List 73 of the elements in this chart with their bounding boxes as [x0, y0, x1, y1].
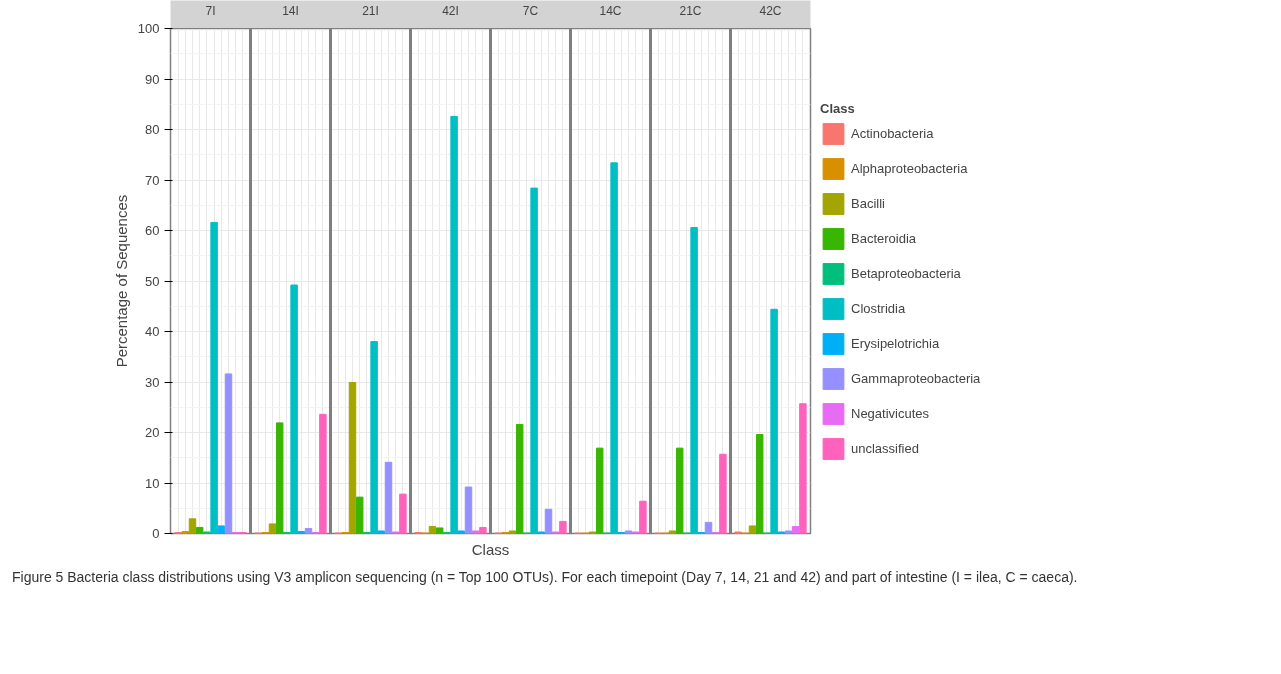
bar — [268, 523, 277, 534]
bar — [457, 530, 466, 534]
y-axis-title: Percentage of Sequences — [112, 194, 130, 368]
x-tick-label: 21I — [362, 3, 379, 18]
x-tick-label: 14I — [282, 3, 299, 18]
bar — [559, 520, 567, 534]
y-tick-label: 30 — [145, 374, 160, 390]
bar — [515, 423, 524, 534]
bar — [799, 403, 807, 534]
y-tick-label: 40 — [145, 324, 160, 339]
caption: Figure 5 Bacteria class distributions using V3 amplicon sequencing (n = Top 100 OTUs). For each timepoint (Day 7, 14, 21 and 42) and part of intestine (I = ilea, C = caeca). — [12, 568, 1078, 587]
bar — [770, 308, 778, 534]
bar — [435, 527, 444, 534]
x-tick-label: 7C — [522, 3, 539, 18]
y-tick-label: 80 — [145, 122, 160, 137]
bar — [690, 226, 698, 534]
y-tick-label: 90 — [145, 71, 160, 87]
legend-label: Bacteroidia — [851, 230, 917, 246]
y-tick-label: 0 — [152, 526, 160, 541]
bar — [450, 115, 458, 534]
bar — [348, 382, 357, 534]
y-tick-label: 50 — [145, 273, 160, 289]
bar — [530, 187, 538, 534]
bar — [210, 221, 218, 534]
bar — [719, 453, 727, 534]
y-tick-label: 60 — [145, 223, 160, 238]
bar — [624, 530, 633, 534]
bar — [610, 162, 618, 534]
legend-label: Alphaproteobacteria — [851, 160, 968, 176]
bar — [290, 284, 298, 534]
legend-label: Clostridia — [851, 300, 906, 316]
bar — [224, 373, 233, 534]
bar — [399, 493, 407, 534]
bar — [784, 530, 793, 534]
legend-label: Betaproteobacteria — [851, 265, 961, 281]
bar — [544, 508, 553, 534]
y-tick-label: 100 — [137, 21, 160, 36]
x-tick-label: 14C — [599, 3, 622, 18]
bar — [377, 530, 386, 534]
y-tick-label: 10 — [145, 475, 160, 491]
x-tick-label: 21C — [679, 3, 702, 18]
x-tick-label: 7I — [205, 3, 216, 18]
bar — [319, 413, 327, 534]
legend-label: Gammaproteobacteria — [851, 370, 981, 386]
bar — [668, 530, 677, 534]
bar — [217, 525, 226, 534]
bar — [384, 461, 393, 534]
bar — [755, 434, 764, 534]
legend-label: Negativicutes — [851, 405, 930, 421]
x-tick-label: 42I — [442, 3, 459, 18]
bar — [355, 496, 364, 534]
bar — [639, 500, 647, 534]
bar — [595, 447, 604, 534]
bar — [479, 526, 487, 534]
bar — [275, 422, 284, 534]
legend-label: Actinobacteria — [851, 125, 934, 141]
legend-title: Class — [820, 100, 856, 115]
y-tick-label: 20 — [145, 425, 160, 440]
bar — [471, 530, 480, 534]
x-tick-label: 42C — [759, 3, 782, 18]
bar — [188, 518, 197, 534]
bar — [195, 526, 204, 534]
x-axis-title: Class — [471, 540, 510, 558]
legend-label: Bacilli — [851, 195, 885, 211]
bar — [464, 486, 473, 534]
bar — [748, 525, 757, 534]
bar — [675, 447, 684, 534]
bar — [508, 530, 517, 534]
bar — [370, 341, 378, 534]
bar — [704, 521, 713, 534]
legend-label: Erysipelotrichia — [851, 335, 940, 351]
y-tick-label: 70 — [145, 172, 160, 188]
legend-label: unclassified — [851, 440, 919, 456]
